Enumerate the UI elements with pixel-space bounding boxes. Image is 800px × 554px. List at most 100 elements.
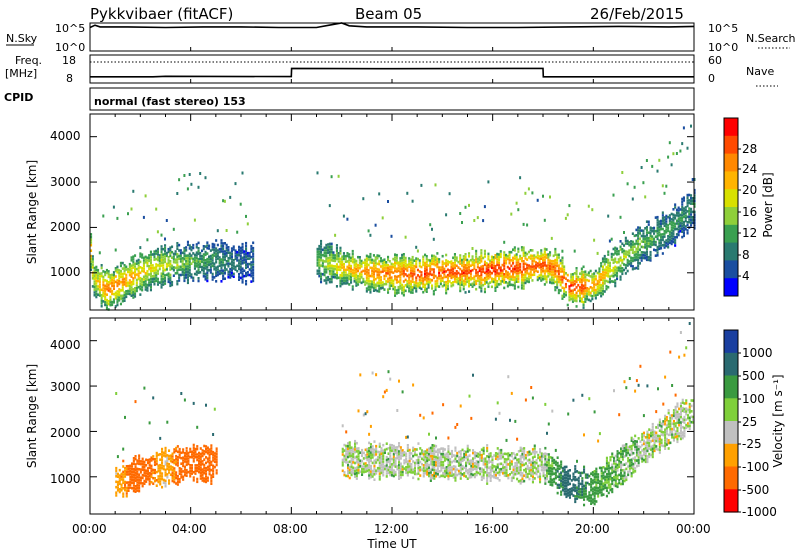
vel-echo-cell-482 [208, 464, 211, 468]
power-echo-cell-1978 [494, 267, 497, 271]
power-echo-cell-2651 [617, 250, 620, 253]
power-echo-cell-969 [316, 247, 319, 251]
vel-echo-cell-568 [348, 449, 351, 453]
power-echo-cell-2807 [645, 231, 648, 234]
power-echo-cell-2397 [570, 273, 573, 276]
power-echo-cell-2223 [540, 273, 543, 277]
power-echo-cell-2984 [675, 214, 678, 217]
power-echo-cell-2087 [513, 246, 516, 249]
power-cbar-swatch-3 [724, 171, 738, 190]
power-echo-cell-26 [93, 280, 96, 283]
vel-echo-cell-1010 [431, 446, 434, 450]
power-echo-cell-2162 [526, 263, 529, 267]
power-echo-cell-2285 [550, 279, 553, 282]
vel-echo-cell-493 [210, 468, 213, 472]
power-echo-cell-1273 [369, 280, 372, 283]
power-echo-cell-2989 [677, 231, 680, 234]
vel-echo-cell-597 [354, 456, 357, 459]
power-echo-cell-1070 [332, 264, 335, 268]
power-echo-cell-461 [164, 246, 167, 250]
power-echo-cell-2349 [561, 294, 564, 298]
power-echo-cell-2498 [589, 275, 592, 278]
power-echo-cell-1364 [385, 282, 388, 286]
power-echo-cell-508 [172, 227, 175, 231]
power-echo-cell-956 [252, 255, 255, 258]
vel-echo-cell-99 [134, 479, 137, 483]
vel-echo-cell-728 [378, 469, 381, 473]
power-echo-cell-194 [121, 280, 124, 284]
vel-echo-cell-1357 [503, 452, 506, 456]
power-echo-cell-1427 [395, 275, 398, 279]
power-echo-cell-1336 [378, 192, 381, 196]
vel-echo-cell-255 [164, 455, 167, 458]
power-echo-cell-2676 [623, 252, 626, 255]
power-echo-cell-1147 [344, 254, 347, 258]
power-echo-cell-676 [204, 278, 207, 281]
freq-tick-top: 18 [62, 54, 76, 67]
power-echo-cell-1272 [369, 282, 372, 286]
vel-echo-cell-714 [375, 458, 378, 462]
vel-echo-cell-1087 [445, 452, 448, 455]
power-echo-cell-1465 [401, 256, 404, 260]
power-echo-cell-2746 [637, 259, 640, 262]
power-echo-cell-2829 [649, 234, 652, 238]
power-echo-cell-1950 [489, 265, 492, 268]
power-echo-cell-1384 [388, 284, 391, 288]
power-echo-cell-2376 [564, 216, 567, 220]
vel-echo-cell-1445 [523, 463, 526, 467]
power-echo-cell-449 [162, 253, 165, 256]
power-echo-cell-1879 [476, 260, 479, 263]
vel-echo-cell-1514 [537, 464, 540, 468]
power-echo-cell-2112 [517, 208, 520, 212]
power-echo-cell-1735 [452, 281, 455, 284]
vel-echo-cell-1498 [533, 463, 536, 467]
vel-echo-cell-1673 [567, 412, 570, 416]
vel-echo-cell-1234 [477, 466, 480, 469]
vel-echo-cell-1685 [570, 479, 573, 482]
vel-echo-cell-96 [134, 490, 137, 493]
power-echo-cell-1953 [490, 285, 493, 289]
power-echo-cell-290 [137, 272, 140, 275]
vel-echo-cell-484 [208, 459, 211, 462]
vel-echo-cell-191 [152, 471, 155, 475]
vel-echo-cell-994 [429, 460, 432, 463]
power-echo-cell-1447 [399, 276, 402, 279]
vel-echo-cell-804 [391, 446, 394, 450]
power-echo-cell-2422 [575, 280, 578, 284]
power-echo-cell-2880 [660, 244, 663, 247]
vel-echo-cell-1610 [556, 475, 559, 478]
power-echo-cell-2384 [568, 290, 571, 294]
vel-echo-cell-1065 [442, 466, 445, 470]
power-echo-cell-2365 [563, 276, 566, 279]
vel-echo-cell-95 [132, 457, 135, 460]
power-echo-cell-924 [246, 265, 249, 269]
vel-echo-cell-1193 [468, 470, 471, 474]
vel-echo-cell-941 [419, 447, 422, 450]
vel-echo-cell-852 [399, 465, 402, 468]
power-echo-cell-2489 [587, 287, 590, 291]
power-echo-cell-206 [123, 277, 126, 281]
vel-echo-cell-614 [357, 471, 360, 475]
vel-echo-cell-720 [376, 469, 379, 473]
vel-echo-cell-392 [192, 460, 195, 463]
power-echo-cell-133 [111, 273, 114, 277]
vel-echo-cell-1307 [493, 470, 496, 474]
power-echo-cell-2633 [614, 257, 617, 261]
power-echo-cell-2386 [568, 285, 571, 288]
power-echo-cell-1012 [325, 281, 328, 285]
power-echo-cell-2833 [651, 243, 654, 247]
power-echo-cell-1923 [483, 252, 486, 255]
power-echo-cell-960 [252, 241, 255, 245]
power-echo-cell-3058 [688, 218, 691, 221]
power-echo-cell-2563 [601, 271, 604, 274]
power-echo-cell-1780 [461, 283, 464, 286]
power-echo-cell-1793 [462, 279, 465, 283]
power-echo-cell-2185 [531, 268, 534, 271]
power-echo-cell-2040 [506, 282, 509, 285]
vel-echo-cell-276 [168, 449, 171, 452]
power-echo-cell-2762 [638, 248, 641, 251]
power-echo-cell-2869 [658, 244, 661, 248]
power-echo-cell-1255 [365, 257, 368, 260]
vel-echo-cell-1541 [544, 479, 547, 483]
freq-series-line [90, 67, 694, 78]
